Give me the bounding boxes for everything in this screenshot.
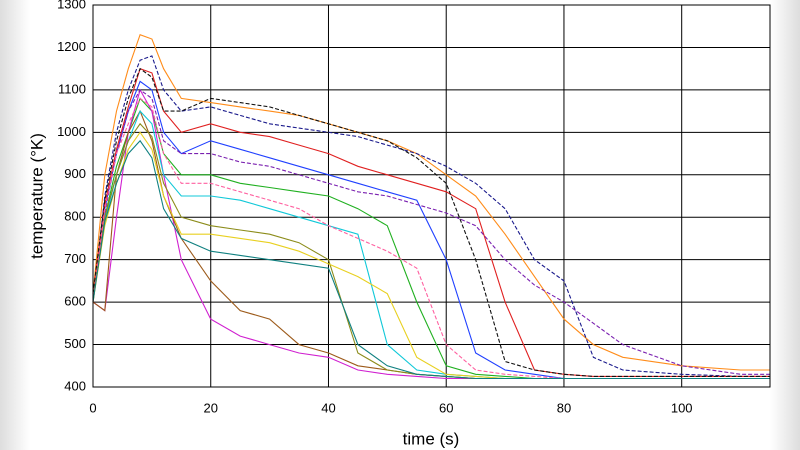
edge-shade — [770, 0, 800, 450]
y-tick-label: 600 — [64, 294, 86, 309]
x-tick-label: 40 — [321, 400, 335, 415]
y-tick-label: 1000 — [57, 124, 86, 139]
y-tick-label: 800 — [64, 209, 86, 224]
y-tick-label: 1200 — [57, 39, 86, 54]
x-tick-label: 0 — [89, 400, 96, 415]
y-tick-label: 1300 — [57, 0, 86, 11]
y-axis-label: temperature (°K) — [27, 133, 46, 259]
x-tick-label: 100 — [671, 400, 693, 415]
x-tick-label: 20 — [204, 400, 218, 415]
x-axis-label: time (s) — [403, 429, 460, 448]
series-line — [92, 139, 770, 380]
y-tick-label: 400 — [64, 378, 86, 393]
x-tick-label: 60 — [439, 400, 453, 415]
y-tick-label: 500 — [64, 336, 86, 351]
series-line — [92, 55, 770, 377]
plot-border — [92, 4, 771, 388]
y-tick-label: 900 — [64, 166, 86, 181]
series-line — [92, 33, 770, 371]
y-tick-label: 1100 — [58, 81, 86, 96]
series-line — [92, 67, 770, 377]
edge-shade — [0, 0, 30, 450]
series-line — [92, 89, 770, 375]
x-tick-label: 80 — [557, 400, 571, 415]
y-tick-label: 700 — [64, 251, 86, 266]
